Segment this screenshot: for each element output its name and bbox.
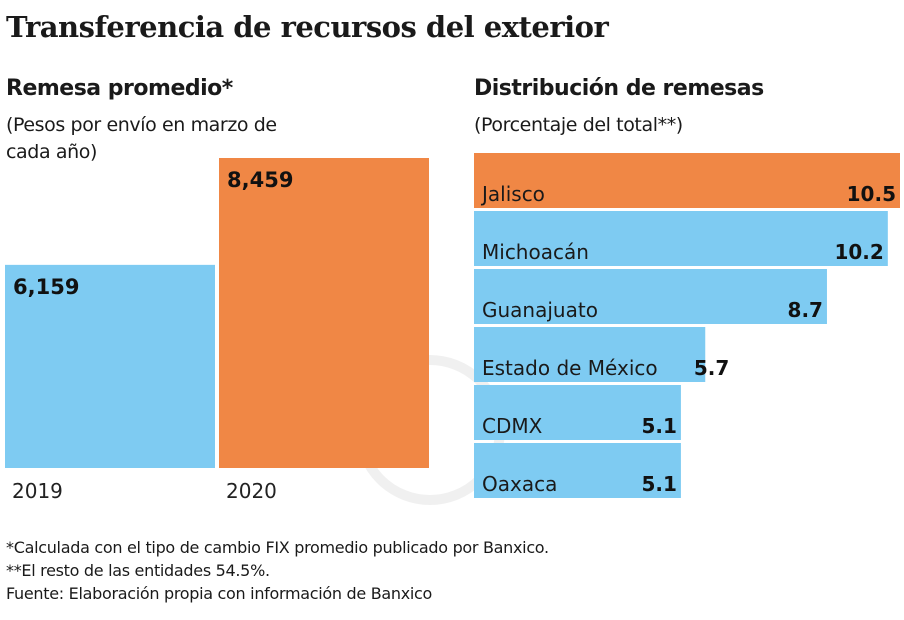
category-label: Guanajuato bbox=[482, 298, 598, 322]
bar-2020 bbox=[219, 158, 429, 468]
category-label: Estado de México bbox=[482, 356, 658, 380]
bar-Estado de México bbox=[474, 327, 706, 382]
category-label: Jalisco bbox=[480, 182, 545, 206]
bar-Guanajuato bbox=[474, 269, 827, 324]
bar-value-label: 6,159 bbox=[13, 275, 79, 299]
left-chart-title: Remesa promedio* bbox=[6, 76, 233, 101]
footnote-2: **El resto de las entidades 54.5%. bbox=[6, 561, 270, 580]
category-label: Michoacán bbox=[482, 240, 589, 264]
left-chart-subtitle: (Pesos por envío en marzo de cada año) bbox=[6, 114, 277, 163]
footnote-source: Fuente: Elaboración propia con informaci… bbox=[6, 584, 433, 603]
bar-Oaxaca bbox=[474, 443, 681, 498]
page-title: Transferencia de recursos del exterior bbox=[6, 10, 609, 44]
bar-CDMX bbox=[474, 385, 681, 440]
bar-Michoacán bbox=[474, 211, 888, 266]
bar-value-label: 10.5 bbox=[847, 182, 896, 206]
right-chart-title: Distribución de remesas bbox=[474, 76, 764, 101]
bar-Jalisco bbox=[474, 153, 900, 208]
x-tick-label: 2020 bbox=[226, 479, 277, 503]
x-tick-label: 2019 bbox=[12, 479, 63, 503]
bar-value-label: 8.7 bbox=[788, 298, 823, 322]
bar-value-label: 5.1 bbox=[641, 414, 676, 438]
bar-value-label: 5.1 bbox=[641, 472, 676, 496]
right-chart-subtitle: (Porcentaje del total**) bbox=[474, 114, 683, 136]
footnote-1: *Calculada con el tipo de cambio FIX pro… bbox=[6, 538, 549, 557]
category-label: CDMX bbox=[482, 414, 543, 438]
category-label: Oaxaca bbox=[482, 472, 557, 496]
bar-value-label: 10.2 bbox=[834, 240, 883, 264]
bar-value-label: 8,459 bbox=[227, 168, 293, 192]
bar-value-label: 5.7 bbox=[694, 356, 729, 380]
bar-2019 bbox=[5, 264, 215, 468]
